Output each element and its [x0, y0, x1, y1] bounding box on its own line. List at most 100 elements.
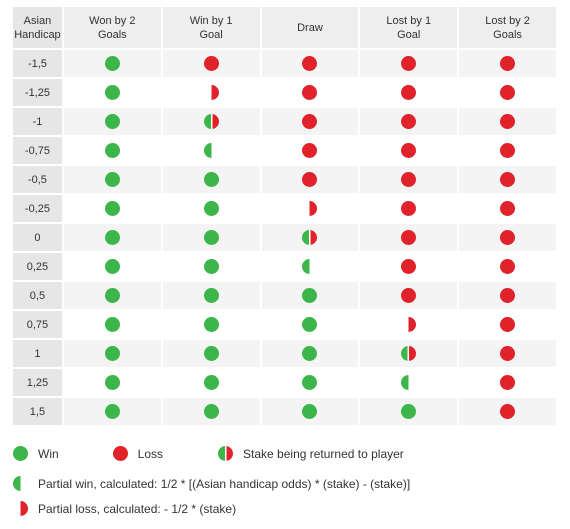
result-cell-lost-by-1	[360, 253, 458, 280]
result-cell-draw	[261, 79, 359, 106]
win-dot-icon	[203, 230, 219, 245]
header-asian-handicap: Asian Handicap	[13, 7, 62, 48]
handicap-value: -1,5	[13, 50, 62, 77]
result-cell-lost-by-2	[459, 108, 556, 135]
header-win-by-1: Win by 1 Goal	[162, 7, 260, 48]
loss-dot-icon	[500, 143, 516, 158]
win-dot-icon	[203, 346, 219, 361]
result-cell-draw	[261, 224, 359, 251]
loss-dot-icon	[500, 230, 516, 245]
result-cell-draw	[261, 282, 359, 309]
result-cell-lost-by-1	[360, 369, 458, 396]
result-cell-win-by-1	[162, 398, 260, 425]
result-cell-draw	[261, 398, 359, 425]
loss-dot-icon	[302, 143, 318, 158]
win-dot-icon	[104, 201, 120, 216]
result-cell-won-by-2	[63, 195, 161, 222]
handicap-value: -1	[13, 108, 62, 135]
result-cell-win-by-1	[162, 340, 260, 367]
table-row: 1,5	[13, 398, 556, 425]
result-cell-won-by-2	[63, 398, 161, 425]
header-lost-by-2: Lost by 2 Goals	[459, 7, 556, 48]
result-cell-lost-by-1	[360, 195, 458, 222]
header-lost-by-1: Lost by 1 Goal	[360, 7, 458, 48]
partial-win-dot-icon	[203, 143, 219, 158]
loss-dot-icon	[500, 317, 516, 332]
result-cell-win-by-1	[162, 195, 260, 222]
loss-dot-icon	[302, 114, 318, 129]
win-dot-icon	[104, 317, 120, 332]
win-dot-icon	[104, 85, 120, 100]
result-cell-lost-by-2	[459, 137, 556, 164]
stake-returned-dot-icon	[401, 346, 417, 361]
result-cell-lost-by-1	[360, 311, 458, 338]
loss-dot-icon	[401, 56, 417, 71]
result-cell-draw	[261, 369, 359, 396]
result-cell-lost-by-1	[360, 398, 458, 425]
win-dot-icon	[302, 346, 318, 361]
header-draw: Draw	[261, 7, 359, 48]
legend-row-1: Win Loss Stake being returned to player	[13, 446, 404, 461]
loss-dot-icon	[302, 172, 318, 187]
table-row: 1,25	[13, 369, 556, 396]
result-cell-lost-by-2	[459, 340, 556, 367]
loss-dot-icon	[401, 85, 417, 100]
table-header: Asian Handicap Won by 2 Goals Win by 1 G…	[13, 7, 556, 48]
result-cell-lost-by-1	[360, 137, 458, 164]
win-dot-icon	[302, 375, 318, 390]
loss-dot-icon	[401, 172, 417, 187]
loss-dot-icon	[500, 85, 516, 100]
result-cell-lost-by-2	[459, 79, 556, 106]
table-row: -1,25	[13, 79, 556, 106]
loss-dot-icon	[401, 230, 417, 245]
result-cell-lost-by-2	[459, 195, 556, 222]
result-cell-lost-by-1	[360, 108, 458, 135]
partial-win-dot-icon	[13, 476, 28, 491]
table-row: 0	[13, 224, 556, 251]
legend-win-label: Win	[38, 446, 59, 461]
result-cell-draw	[261, 50, 359, 77]
handicap-value: 0,5	[13, 282, 62, 309]
result-cell-won-by-2	[63, 108, 161, 135]
table-row: -1,5	[13, 50, 556, 77]
table-row: -0,5	[13, 166, 556, 193]
loss-dot-icon	[401, 143, 417, 158]
result-cell-won-by-2	[63, 50, 161, 77]
result-cell-lost-by-2	[459, 253, 556, 280]
result-cell-win-by-1	[162, 137, 260, 164]
legend-row-2: Partial win, calculated: 1/2 * [(Asian h…	[13, 476, 410, 491]
table-body: -1,5 -1,25 -1 -0,75 -0,5 -0,25 0 0,25 0,5 0,75 1 1,…	[13, 50, 556, 425]
table-row: 1	[13, 340, 556, 367]
loss-dot-icon	[500, 346, 516, 361]
stake-returned-dot-icon	[218, 446, 234, 461]
stake-returned-dot-icon	[203, 114, 219, 129]
legend-partial-loss-label: Partial loss, calculated: - 1/2 * (stake…	[38, 501, 237, 516]
result-cell-lost-by-2	[459, 224, 556, 251]
handicap-value: 1,5	[13, 398, 62, 425]
table-row: -0,75	[13, 137, 556, 164]
win-dot-icon	[203, 404, 219, 419]
loss-dot-icon	[401, 201, 417, 216]
handicap-value: 1,25	[13, 369, 62, 396]
win-dot-icon	[104, 346, 120, 361]
loss-dot-icon	[500, 201, 516, 216]
result-cell-win-by-1	[162, 79, 260, 106]
partial-loss-dot-icon	[203, 85, 219, 100]
win-dot-icon	[104, 172, 120, 187]
loss-dot-icon	[500, 375, 516, 390]
table-row: -1	[13, 108, 556, 135]
result-cell-draw	[261, 253, 359, 280]
result-cell-won-by-2	[63, 166, 161, 193]
table-row: -0,25	[13, 195, 556, 222]
result-cell-win-by-1	[162, 108, 260, 135]
result-cell-lost-by-1	[360, 224, 458, 251]
loss-dot-icon	[500, 259, 516, 274]
handicap-value: -0,5	[13, 166, 62, 193]
result-cell-lost-by-1	[360, 166, 458, 193]
result-cell-draw	[261, 137, 359, 164]
win-dot-icon	[104, 404, 120, 419]
loss-dot-icon	[500, 114, 516, 129]
win-dot-icon	[203, 375, 219, 390]
result-cell-won-by-2	[63, 311, 161, 338]
result-cell-win-by-1	[162, 224, 260, 251]
